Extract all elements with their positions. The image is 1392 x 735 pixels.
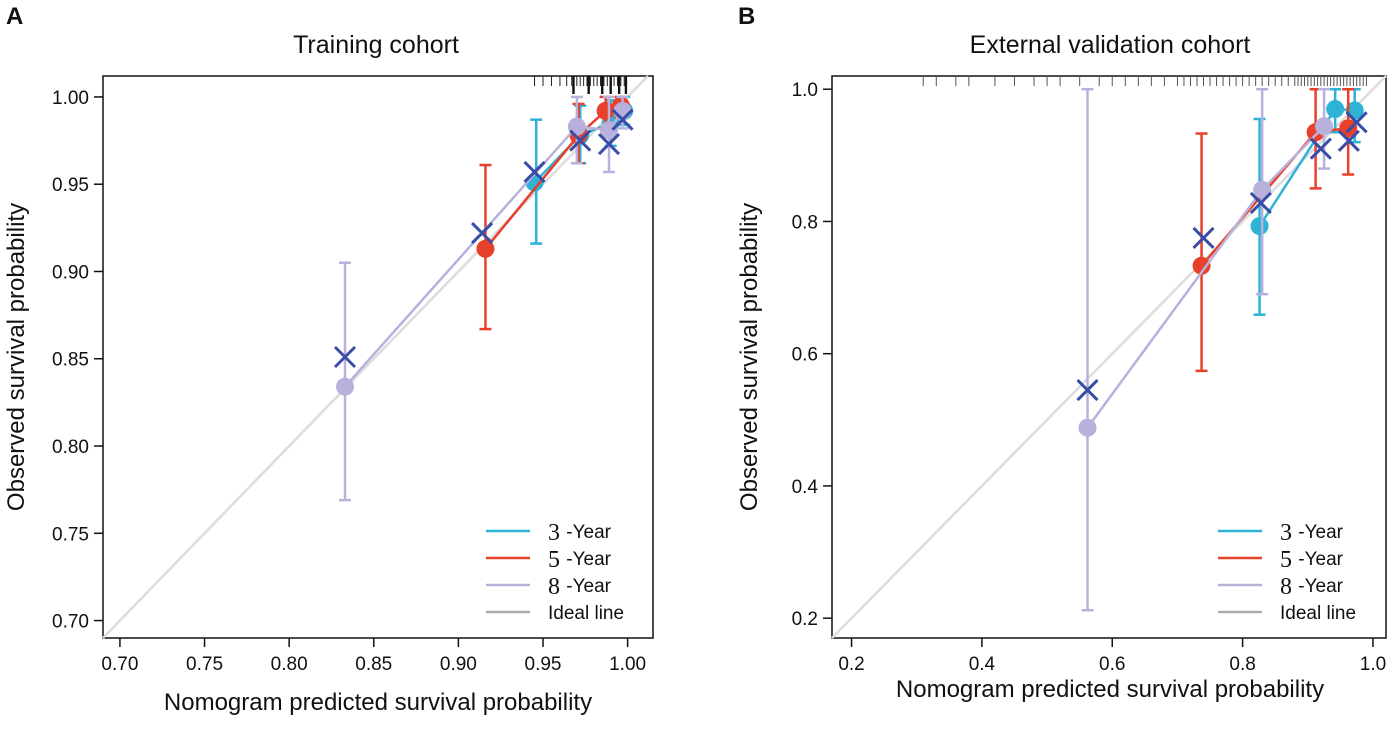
- panel-label-a: A: [6, 3, 23, 30]
- legend-label-8-year: -Year: [561, 576, 612, 597]
- rug-a: [534, 76, 628, 94]
- calibration-line-5-year: [1200, 126, 1349, 267]
- bias-corrected-marker: [523, 160, 546, 184]
- y-tick-label: 0.6: [792, 345, 818, 366]
- x-tick-label: 0.75: [186, 654, 223, 675]
- ideal-line: [831, 75, 1387, 639]
- chart-title: External validation cohort: [970, 31, 1251, 59]
- y-tick-label: 1.00: [52, 88, 89, 109]
- y-tick-label: 0.2: [792, 609, 818, 630]
- bias-corrected-marker: [1309, 137, 1332, 160]
- x-tick-label: 0.90: [440, 654, 477, 675]
- bias-corrected-marker: [569, 129, 592, 152]
- bias-corrected-marker: [1249, 191, 1272, 215]
- panel-label-b: B: [738, 3, 755, 30]
- ideal-line-b: [831, 75, 1387, 639]
- x-tick-label: 1.0: [1360, 654, 1386, 675]
- data-point-5-year: [1339, 119, 1358, 138]
- legend-label-ideal-line: Ideal line: [548, 603, 624, 624]
- legend-label-8-year: -Year: [1293, 576, 1344, 597]
- x-axis-title: Nomogram predicted survival probability: [896, 676, 1324, 703]
- x-axis-a: 0.70 0.75 0.80 0.85 0.90 0.95 1.00: [101, 638, 646, 675]
- x-tick-label: 1.00: [609, 654, 646, 675]
- crosses-b: [1076, 111, 1368, 402]
- bias-corrected-marker: [1345, 111, 1368, 134]
- legend-label-5-year: -Year: [561, 549, 612, 570]
- bias-corrected-marker: [1192, 226, 1215, 250]
- data-point-5-year: [476, 239, 495, 258]
- data-point-3-year: [1326, 100, 1345, 119]
- y-axis-title: Observed survival probability: [3, 203, 30, 511]
- crosses-a: [333, 108, 634, 369]
- legend-b: 3 -Year 5 -Year 8 -Year Ideal line: [1218, 520, 1356, 624]
- data-point-8-year: [613, 101, 632, 120]
- y-tick-label: 0.85: [52, 350, 89, 371]
- y-tick-label: 0.80: [52, 437, 89, 458]
- x-tick-label: 0.80: [271, 654, 308, 675]
- y-tick-label: 0.8: [792, 212, 818, 233]
- x-tick-label: 0.6: [1099, 654, 1125, 675]
- legend-number-3: 3: [548, 520, 560, 546]
- y-axis-title: Observed survival probability: [736, 203, 763, 511]
- y-tick-label: 1.0: [792, 80, 818, 101]
- legend-label-3-year: -Year: [561, 522, 612, 543]
- calibration-line-8-year: [1086, 125, 1325, 429]
- x-tick-label: 0.4: [969, 654, 996, 675]
- calibration-line-8-year: [344, 110, 624, 388]
- plot-area-b: [831, 75, 1387, 639]
- panel-a: A Training cohort 0.70 0.75 0.80 0.85 0.90 0.…: [3, 3, 654, 716]
- data-point-3-year: [1250, 217, 1269, 236]
- plot-area-a: [102, 75, 654, 639]
- rug-b: [922, 76, 1367, 86]
- series-a: [336, 95, 634, 502]
- legend-label-3-year: -Year: [1293, 522, 1344, 543]
- y-tick-label: 0.75: [52, 524, 89, 545]
- legend-label-ideal-line: Ideal line: [1280, 603, 1356, 624]
- plot-frame: [831, 75, 1387, 639]
- legend-label-5-year: -Year: [1293, 549, 1344, 570]
- series-b: [1078, 87, 1364, 612]
- y-tick-label: 0.90: [52, 262, 89, 283]
- data-point-8-year: [336, 377, 354, 396]
- y-axis-a: 0.70 0.75 0.80 0.85 0.90 0.95 1.00: [52, 88, 103, 633]
- plot-frame: [102, 75, 654, 639]
- legend-number-8: 8: [548, 574, 560, 600]
- y-tick-label: 0.4: [792, 477, 819, 498]
- bias-corrected-marker: [333, 345, 357, 369]
- legend-number-3: 3: [1280, 520, 1292, 546]
- bias-corrected-marker: [471, 222, 494, 245]
- x-tick-label: 0.85: [355, 654, 392, 675]
- ideal-line: [102, 75, 649, 639]
- bias-corrected-marker: [1076, 378, 1099, 402]
- data-point-8-year: [1253, 180, 1272, 199]
- y-tick-label: 0.95: [52, 175, 89, 196]
- legend-number-8: 8: [1280, 574, 1292, 600]
- y-axis-b: 0.2 0.4 0.6 0.8 1.0: [792, 80, 832, 630]
- panel-b: B External validation cohort 0.2 0.4 0.6 0.…: [736, 3, 1387, 703]
- x-tick-label: 0.8: [1229, 654, 1255, 675]
- x-tick-label: 0.2: [838, 654, 864, 675]
- legend-number-5: 5: [548, 547, 560, 573]
- x-axis-title: Nomogram predicted survival probability: [164, 689, 592, 716]
- ideal-line-a: [102, 75, 649, 639]
- legend-a: 3 -Year 5 -Year 8 -Year Ideal line: [486, 520, 624, 624]
- data-point-5-year: [1192, 256, 1211, 275]
- x-axis-b: 0.2 0.4 0.6 0.8 1.0: [838, 638, 1386, 675]
- data-point-8-year: [600, 121, 618, 140]
- bias-corrected-marker: [611, 108, 634, 131]
- legend-number-5: 5: [1280, 547, 1292, 573]
- x-tick-label: 0.95: [525, 654, 562, 675]
- bias-corrected-marker: [597, 133, 621, 156]
- x-tick-label: 0.70: [101, 654, 138, 675]
- data-point-8-year: [1078, 418, 1097, 437]
- chart-title: Training cohort: [293, 31, 459, 59]
- y-tick-label: 0.70: [52, 612, 89, 633]
- data-point-8-year: [1315, 117, 1334, 136]
- bias-corrected-marker: [1337, 129, 1360, 152]
